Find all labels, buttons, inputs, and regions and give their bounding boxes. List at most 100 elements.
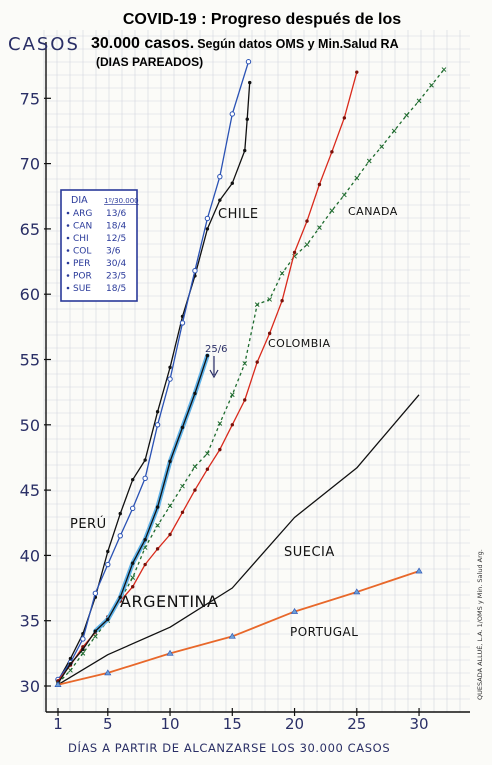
y-tick-label: 40 [20, 546, 40, 565]
legend-frame [60, 189, 138, 302]
point-peru [243, 148, 247, 153]
legend-rows: ARG 13/6 CAN 18/4 CHI 12/5 COL 3/6 PER 30/4 POR 23/… [66, 209, 126, 294]
point-canada [242, 361, 248, 366]
point-canada [279, 270, 285, 276]
point-canada [267, 297, 273, 302]
x-tick-label: 25 [347, 715, 366, 733]
point-colombia [267, 331, 272, 336]
y-tick-label: 45 [20, 481, 40, 500]
point-colombia [280, 299, 284, 303]
legend-country: PER [73, 259, 90, 269]
y-tick-label: 75 [20, 89, 40, 108]
point-chile [130, 505, 136, 512]
point-canada [155, 523, 160, 528]
y-tick-label: 70 [20, 155, 40, 174]
series-label-argentina: ARGENTINA [120, 592, 218, 611]
point-canada [229, 392, 235, 398]
point-chile [80, 636, 86, 642]
point-canada [192, 464, 198, 469]
title-line-1: COVID-19 : Progreso después de los [123, 11, 401, 28]
point-colombia [155, 547, 160, 551]
point-chile [217, 173, 223, 180]
point-argentina [143, 538, 147, 542]
y-tick-label: 60 [20, 285, 40, 304]
credit-text: QUESADA ALLUÉ, L.A. 1/OMS y Min. Salud A… [475, 549, 484, 700]
series-line-chile [57, 61, 250, 680]
point-peru [118, 511, 122, 516]
point-colombia [218, 447, 222, 452]
legend-date: 18/4 [106, 222, 126, 232]
grid-layer [43, 30, 470, 713]
point-chile [105, 561, 111, 568]
legend-country: CHI [73, 234, 89, 244]
legend-bullet [66, 236, 70, 240]
point-argentina [180, 425, 185, 430]
point-portugal [291, 607, 299, 614]
legend-box: DIA 1º/30.000 ARG 13/6 CAN 18/4 CHI 12/5 COL 3/… [60, 189, 139, 302]
legend-date: 23/5 [106, 272, 126, 282]
series-line-suecia [57, 394, 420, 686]
point-colombia [243, 398, 247, 402]
point-canada [254, 302, 260, 308]
series-highlight-argentina [93, 353, 210, 634]
point-colombia [355, 70, 359, 74]
point-colombia [292, 250, 297, 255]
legend-date: 13/6 [106, 209, 126, 219]
point-colombia [342, 116, 347, 120]
legend-date: 30/4 [106, 259, 126, 269]
point-colombia [255, 360, 259, 364]
point-canada [167, 503, 173, 509]
x-tick-label: 20 [285, 715, 304, 733]
legend-country: POR [73, 272, 92, 282]
point-canada [68, 667, 73, 673]
series-layer: CHILE CANADA COLOMBIA PERÚ SUECIA ARGENTINA PO… [54, 59, 447, 687]
title-line-2-source: Según datos OMS y Min.Salud RA [197, 37, 398, 51]
point-peru [68, 656, 73, 661]
point-argentina [118, 595, 122, 599]
series-line-colombia [57, 72, 358, 682]
point-colombia [193, 488, 197, 492]
legend-date: 3/6 [106, 247, 121, 257]
point-portugal [54, 681, 62, 687]
point-peru [205, 227, 210, 231]
point-canada [80, 650, 86, 656]
point-peru [245, 117, 249, 121]
point-colombia [230, 423, 234, 427]
series-label-chile: CHILE [218, 207, 259, 222]
point-peru [168, 365, 172, 370]
point-canada [180, 483, 185, 489]
legend-bullet [66, 274, 70, 277]
point-portugal [415, 567, 423, 574]
point-peru [131, 477, 135, 482]
point-chile [192, 267, 198, 274]
x-tick-label: 10 [161, 715, 180, 733]
y-tick-label: 30 [20, 677, 40, 696]
point-canada [329, 208, 335, 213]
point-argentina [168, 459, 172, 464]
point-chile [92, 590, 99, 596]
series-label-portugal: PORTUGAL [290, 625, 358, 639]
point-argentina [81, 647, 85, 652]
point-canada [416, 98, 422, 104]
point-canada [441, 67, 447, 72]
point-canada [317, 225, 322, 230]
point-canada [92, 634, 98, 639]
title-line-2-main: 30.000 casos. [91, 35, 194, 52]
point-canada [217, 421, 223, 426]
point-argentina [155, 505, 160, 509]
x-tick-label: 15 [223, 715, 242, 733]
point-peru [143, 458, 147, 462]
point-canada [379, 144, 385, 149]
series-label-canada: CANADA [348, 205, 398, 218]
legend-country: ARG [73, 209, 92, 219]
legend-date: 18/5 [106, 284, 126, 294]
point-canada [304, 242, 310, 247]
point-chile [117, 533, 123, 539]
point-chile [179, 320, 186, 326]
legend-country: SUE [73, 284, 91, 294]
annotation-date: 25/6 [205, 344, 227, 355]
point-argentina [68, 662, 73, 666]
